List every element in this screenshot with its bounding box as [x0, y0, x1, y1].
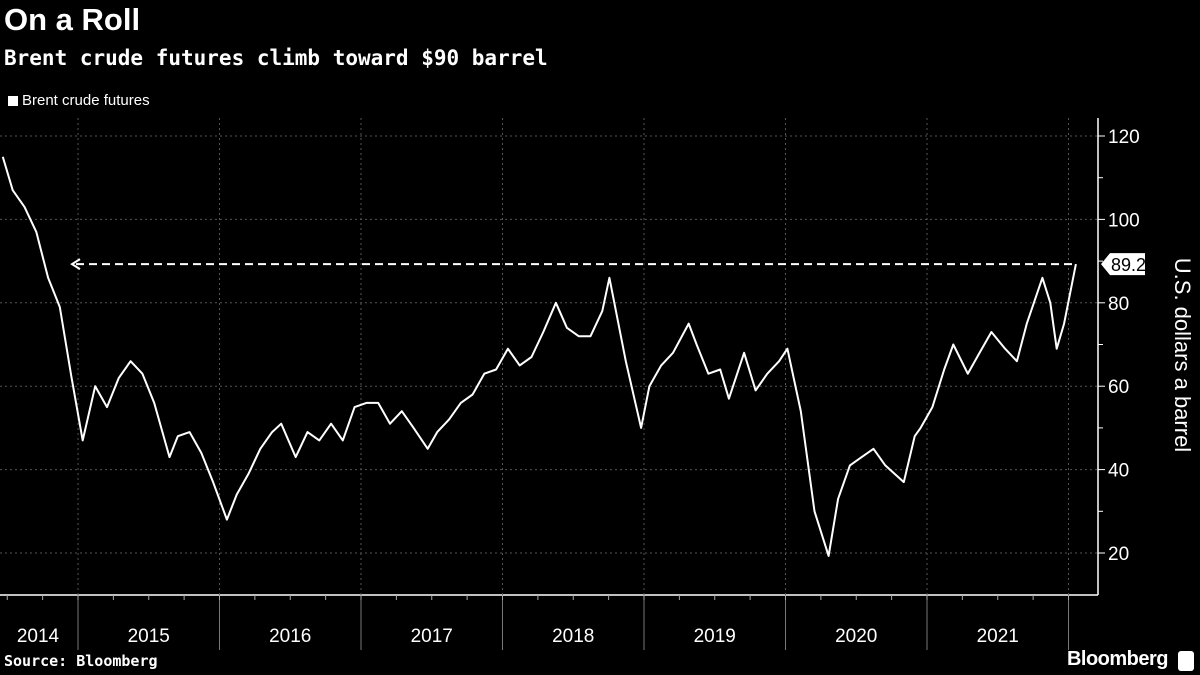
- y-tick-label: 40: [1108, 461, 1129, 482]
- x-tick-label: 2017: [411, 626, 453, 647]
- x-tick-label: 2018: [552, 626, 594, 647]
- y-axis-label: U.S. dollars a barrel: [1170, 258, 1195, 452]
- last-value-label-box: [1101, 253, 1145, 276]
- source-note: Source: Bloomberg: [4, 652, 158, 670]
- arrowhead-icon: [70, 258, 81, 270]
- y-tick-label: 100: [1108, 210, 1140, 231]
- legend-label: Brent crude futures: [22, 92, 150, 109]
- x-tick-label: 2019: [694, 626, 736, 647]
- bloomberg-terminal-icon: [1178, 651, 1194, 671]
- x-tick-label: 2020: [835, 626, 877, 647]
- brand-logo: Bloomberg: [1066, 648, 1169, 670]
- x-tick-label: 2015: [128, 626, 170, 647]
- y-tick-label: 80: [1108, 294, 1129, 315]
- chart-title: On a Roll: [4, 2, 141, 37]
- x-tick-label: 2016: [269, 626, 311, 647]
- y-tick-label: 60: [1108, 377, 1129, 398]
- last-value-label: 89.28: [1111, 255, 1156, 275]
- y-tick-label: 120: [1108, 127, 1140, 148]
- legend: Brent crude futures: [8, 92, 150, 109]
- x-tick-label: 2021: [977, 626, 1019, 647]
- legend-swatch: [8, 95, 18, 106]
- chart-subtitle: Brent crude futures climb toward $90 bar…: [4, 46, 548, 70]
- x-tick-label: 2014: [17, 626, 60, 647]
- y-tick-label: 20: [1108, 544, 1129, 565]
- series-line-brent: [1, 156, 1077, 557]
